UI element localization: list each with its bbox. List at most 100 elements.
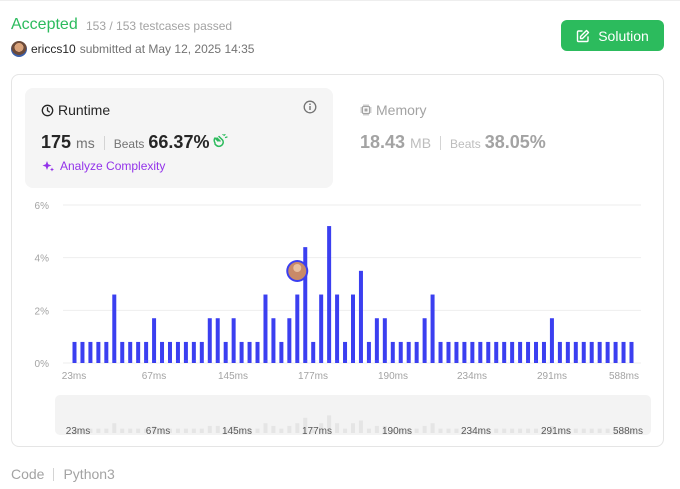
chart-bar [422,318,427,363]
chart-bar [390,341,395,363]
chart-bar [358,270,363,363]
overview-bar [390,428,395,433]
chart-bar [581,341,586,363]
x-tick-label: 588ms [609,371,639,382]
edit-icon [577,29,590,42]
clock-icon [41,104,54,116]
overview-bar [526,428,531,433]
memory-beats-percent: 38.05% [484,132,546,152]
marker-avatar-face [293,264,302,272]
overview-bar [311,428,316,433]
chart-bar [605,341,610,363]
overview-bar [430,423,435,433]
overview-bar [152,425,157,433]
chart-bar [589,341,594,363]
overview-tick-label: 177ms [302,426,332,437]
performance-card: Runtime 175 ms Beats 66.37% Analyze Comp… [11,74,664,447]
chart-bar [112,294,117,363]
chart-bar [502,341,507,363]
chart-bar [279,341,284,363]
overview-bar [597,428,602,433]
username-link[interactable]: ericcs10 [31,42,76,56]
chart-bar [295,294,300,363]
runtime-ms: 175 [41,132,72,152]
chart-bar [199,341,204,363]
x-tick-label: 177ms [298,371,328,382]
sparkle-icon [42,161,54,172]
overview-bar [271,425,276,433]
x-tick-label: 67ms [142,371,166,382]
runtime-beats-percent: 66.37% [148,132,210,152]
chart-bar [573,341,578,363]
memory-mb: 18.43 [360,132,406,152]
y-tick-label: 2% [35,306,50,317]
chart-bar [311,341,316,363]
solution-button[interactable]: Solution [561,20,664,51]
overview-bar [223,428,228,433]
overview-bar [112,423,117,433]
code-label: Code [11,466,45,482]
overview-bar [470,428,475,433]
overview-tick-label: 67ms [146,426,170,437]
overview-bar [279,428,284,433]
overview-bar [581,428,586,433]
analyze-complexity-label: Analyze Complexity [60,159,166,173]
chart-bar [239,341,244,363]
chart-bar [136,341,141,363]
range-overview[interactable] [55,395,651,435]
overview-bar [231,425,236,433]
overview-bar [613,428,618,433]
chart-bar [406,341,411,363]
overview-bar [255,428,260,433]
chart-bar [183,341,188,363]
overview-bar [510,428,515,433]
overview-bar [589,428,594,433]
overview-bar [518,428,523,433]
runtime-title: Runtime [41,102,110,118]
chart-bar [231,318,236,363]
overview-tick-label: 234ms [461,426,491,437]
chart-bar [287,318,292,363]
chart-bar [88,341,93,363]
y-tick-label: 4% [35,254,50,265]
chart-bar [462,341,467,363]
chart-bar [470,341,475,363]
overview-bar [549,425,554,433]
chart-bar [454,341,459,363]
overview-bar [88,428,93,433]
chart-bar [207,318,212,363]
info-icon[interactable] [303,100,317,114]
overview-bar [358,420,363,433]
chart-bar [446,341,451,363]
memory-tab[interactable]: Memory [360,102,427,118]
overview-bar [422,425,427,433]
overview-bar [573,428,578,433]
overview-bar [327,415,332,433]
submission-info: ericcs10 submitted at May 12, 2025 14:35 [11,41,254,57]
chart-bar [72,341,77,363]
chart-bar [128,341,133,363]
avatar[interactable] [11,41,27,57]
overview-bar [72,428,77,433]
memory-unit: MB [410,135,432,151]
overview-bar [160,428,165,433]
chart-bar [255,341,260,363]
runtime-panel[interactable]: Runtime 175 ms Beats 66.37% Analyze Comp… [25,88,333,188]
chart-bar [120,341,125,363]
chart-bar [629,341,634,363]
overview-bar [263,423,268,433]
submitted-time: submitted at May 12, 2025 14:35 [79,42,255,56]
overview-bar [343,428,348,433]
overview-tick-label: 291ms [541,426,571,437]
chart-bar [526,341,531,363]
chart-bar [494,341,499,363]
chart-bar [478,341,483,363]
runtime-title-label: Runtime [58,102,111,118]
runtime-distribution-chart[interactable]: 6% 4% 2% 0% 23ms 67ms 145ms 177ms 190ms 234ms 291m… [11,74,664,447]
analyze-complexity-button[interactable]: Analyze Complexity [41,159,165,173]
divider [440,135,442,150]
x-tick-label: 234ms [457,371,487,382]
chip-icon [360,104,372,116]
y-tick-label: 0% [35,359,50,370]
memory-title-label: Memory [376,102,427,118]
